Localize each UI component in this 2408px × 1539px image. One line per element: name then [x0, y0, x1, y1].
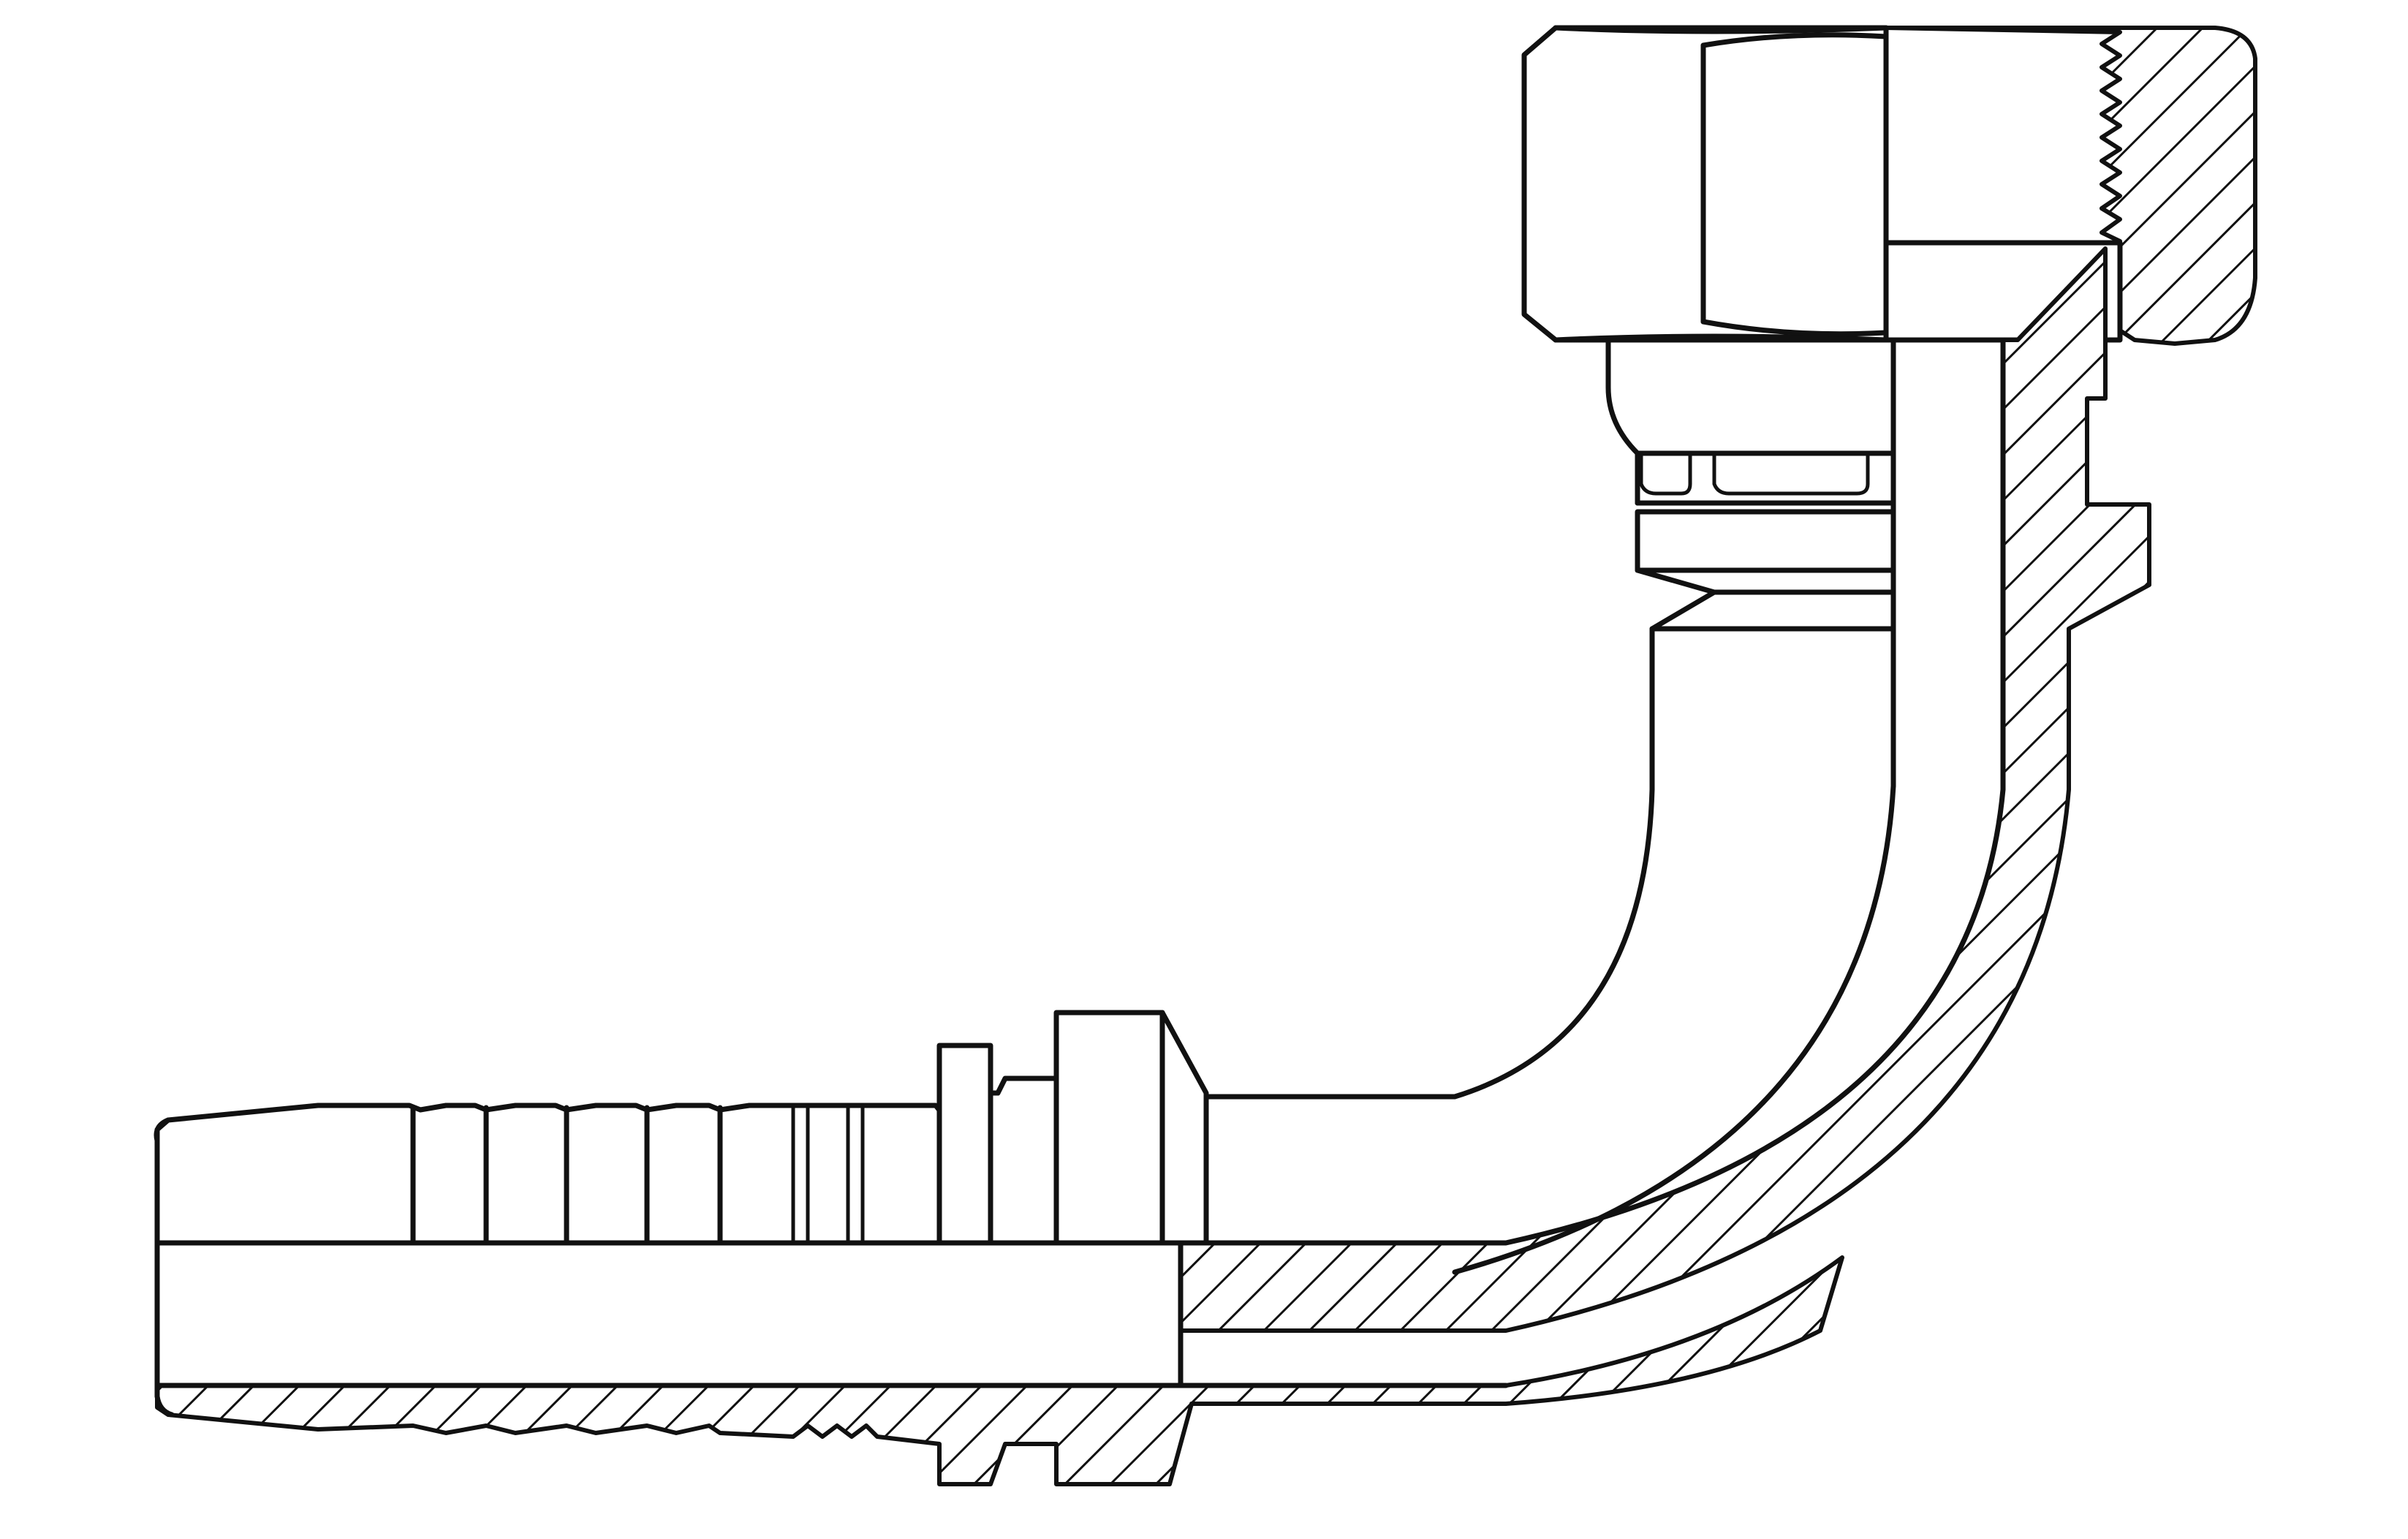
tail-collar — [936, 1043, 1059, 1246]
hose-tail — [154, 1103, 946, 1246]
hose-tail-bore — [154, 1240, 1184, 1388]
hex-nut — [1521, 25, 1889, 343]
hose-tail-tip — [154, 1117, 175, 1418]
stem-collar — [1635, 509, 1896, 632]
hose-tail-section — [154, 1255, 1844, 1486]
stem-neck — [1605, 337, 1896, 506]
